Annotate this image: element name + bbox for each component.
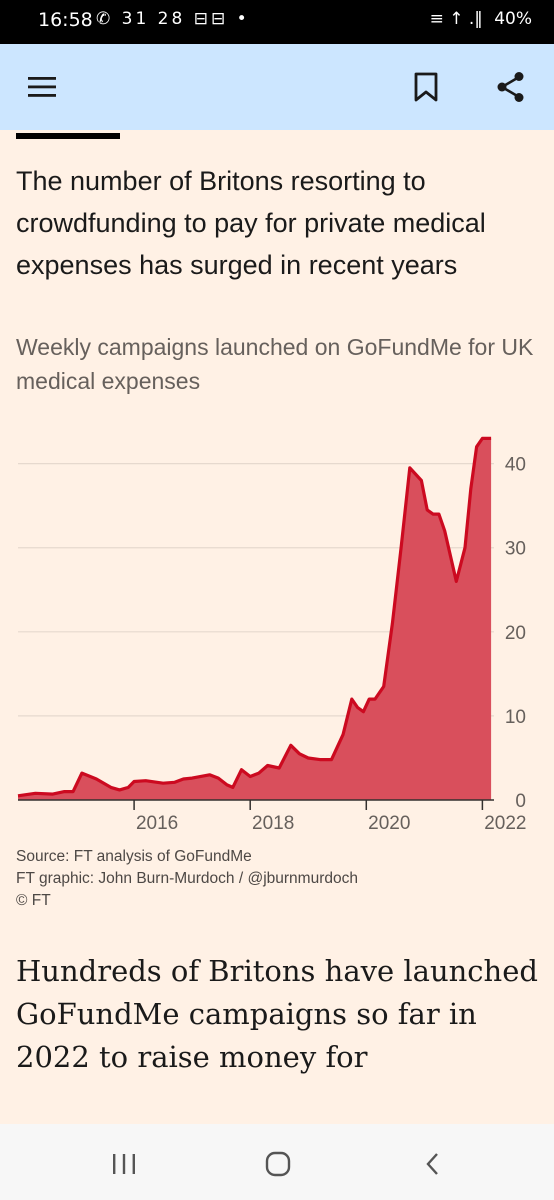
recents-button[interactable] <box>110 1152 138 1176</box>
source-note: Source: FT analysis of GoFundMe <box>16 848 252 865</box>
hamburger-icon <box>28 77 56 97</box>
home-icon <box>265 1151 291 1177</box>
y-tick-label: 0 <box>515 791 526 812</box>
x-tick-label: 2016 <box>136 813 178 834</box>
status-right: ≡ ↑ .‖ 40% <box>424 9 532 29</box>
x-axis: 2016 2018 2020 2022 <box>18 799 527 834</box>
share-icon <box>497 72 524 102</box>
home-button[interactable] <box>264 1150 292 1178</box>
bookmark-button[interactable] <box>410 68 442 106</box>
y-axis: 0 10 20 30 40 <box>505 455 526 812</box>
graphic-credit: FT graphic: John Burn-Murdoch / @jburnmu… <box>16 870 358 887</box>
area-chart: 2016 2018 2020 2022 0 10 20 30 40 <box>17 436 527 834</box>
x-tick-label: 2022 <box>484 813 526 834</box>
share-button[interactable] <box>492 68 530 106</box>
recents-icon <box>113 1154 135 1174</box>
y-tick-label: 20 <box>505 623 526 644</box>
bookmark-icon <box>414 72 438 102</box>
app-bar <box>0 44 554 130</box>
system-nav-bar <box>0 1124 554 1200</box>
notification-icons: ✆ 31 28 ⊟⊟ • <box>96 9 250 29</box>
copyright-note: © FT <box>16 892 51 909</box>
series-area <box>17 436 492 800</box>
signal-icon: ≡ ↑ .‖ <box>429 9 483 29</box>
y-tick-label: 40 <box>505 455 526 476</box>
chart-credits: Source: FT analysis of GoFundMe FT graph… <box>16 846 536 912</box>
back-icon <box>426 1153 438 1175</box>
y-tick-label: 30 <box>505 539 526 560</box>
chart-title: The number of Britons resorting to crowd… <box>16 166 486 280</box>
status-bar: 16:58 ✆ 31 28 ⊟⊟ • ≡ ↑ .‖ 40% <box>0 0 554 44</box>
article-body: Hundreds of Britons have launched GoFund… <box>16 954 538 1074</box>
back-button[interactable] <box>422 1150 444 1178</box>
x-tick-label: 2018 <box>252 813 294 834</box>
x-tick-label: 2020 <box>368 813 410 834</box>
chart-subtitle: Weekly campaigns launched on GoFundMe fo… <box>16 334 534 394</box>
section-rule <box>16 133 120 139</box>
status-time: 16:58 <box>38 9 93 31</box>
y-tick-label: 10 <box>505 707 526 728</box>
battery-level: 40% <box>494 9 532 29</box>
area-fill <box>18 438 492 800</box>
menu-button[interactable] <box>24 70 60 104</box>
series-line <box>17 436 492 798</box>
